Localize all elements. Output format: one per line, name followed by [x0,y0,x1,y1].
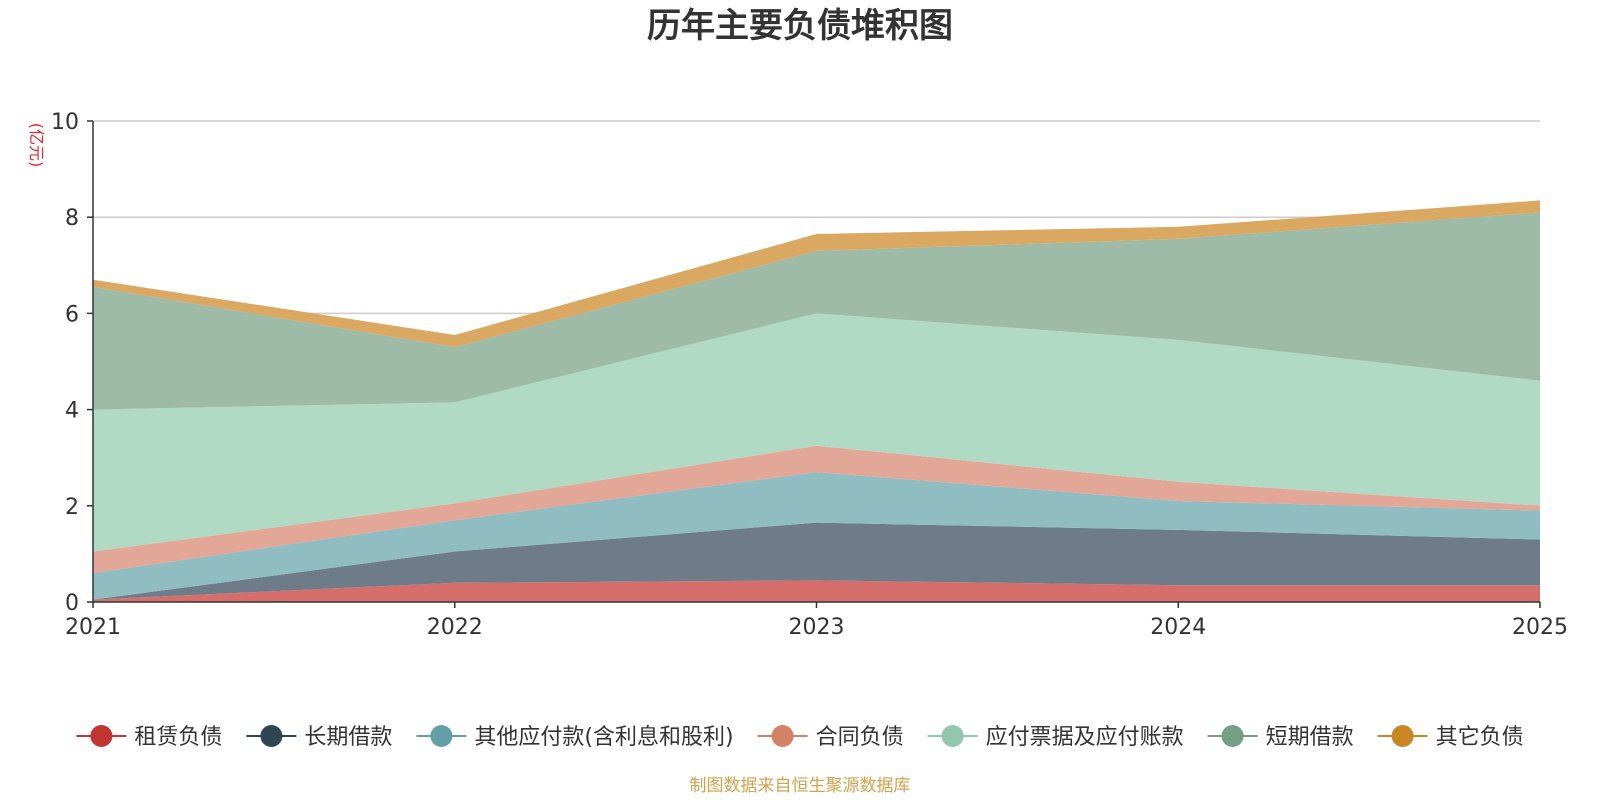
x-tick-label: 2023 [789,615,845,640]
legend-label: 租赁负债 [134,725,222,750]
legend-label: 长期借款 [304,725,392,750]
legend-label: 短期借款 [1266,725,1354,750]
legend-circle-icon [771,725,794,747]
legend-item-2[interactable]: 其他应付款(含利息和股利) [416,725,734,750]
legend-circle-icon [1221,725,1244,747]
legend-label: 其它负债 [1436,725,1524,750]
legend-circle-icon [260,725,283,747]
stacked-areas [93,200,1540,602]
legend-circle-icon [941,725,964,747]
area-series-0 [93,580,1540,602]
area-series-1 [93,522,1540,600]
legend-item-3[interactable]: 合同负债 [757,725,904,750]
legend-item-6[interactable]: 其它负债 [1377,725,1524,750]
y-tick-label: 0 [65,591,79,616]
area-series-2 [93,472,1540,600]
y-tick-label: 4 [65,399,79,424]
legend-label: 应付票据及应付账款 [986,725,1184,750]
y-axis-ticks: 0 2 4 6 8 10 [51,110,93,616]
legend-item-1[interactable]: 长期借款 [246,725,392,750]
chart-title: 历年主要负债堆积图 [647,6,953,46]
area-series-4 [93,313,1540,552]
legend-label: 合同负债 [816,725,904,750]
legend-circle-icon [430,725,453,747]
y-tick-label: 10 [51,110,79,135]
y-tick-label: 8 [65,206,79,231]
y-axis-unit-label: (亿元) [27,123,46,168]
y-tick-label: 2 [65,495,79,520]
area-series-3 [93,445,1540,574]
x-tick-label: 2022 [427,615,483,640]
x-tick-label: 2024 [1150,615,1206,640]
legend-circle-icon [1391,725,1414,747]
legend-label: 其他应付款(含利息和股利) [474,725,733,750]
x-tick-label: 2021 [65,615,121,640]
legend-item-4[interactable]: 应付票据及应付账款 [927,725,1184,750]
legend-item-5[interactable]: 短期借款 [1207,725,1354,750]
y-tick-label: 6 [65,302,79,327]
area-series-6 [93,200,1540,348]
x-tick-label: 2025 [1512,615,1568,640]
x-axis-ticks: 2021 2022 2023 2024 2025 [65,602,1568,640]
legend-item-0[interactable]: 租赁负债 [76,725,222,750]
legend[interactable]: 租赁负债 长期借款 其他应付款(含利息和股利) 合同负债 应付票据及应付账款 短期借款 其它… [76,725,1524,750]
data-source-note: 制图数据来自恒生聚源数据库 [690,776,911,796]
area-series-5 [93,212,1540,410]
legend-circle-icon [90,725,113,747]
